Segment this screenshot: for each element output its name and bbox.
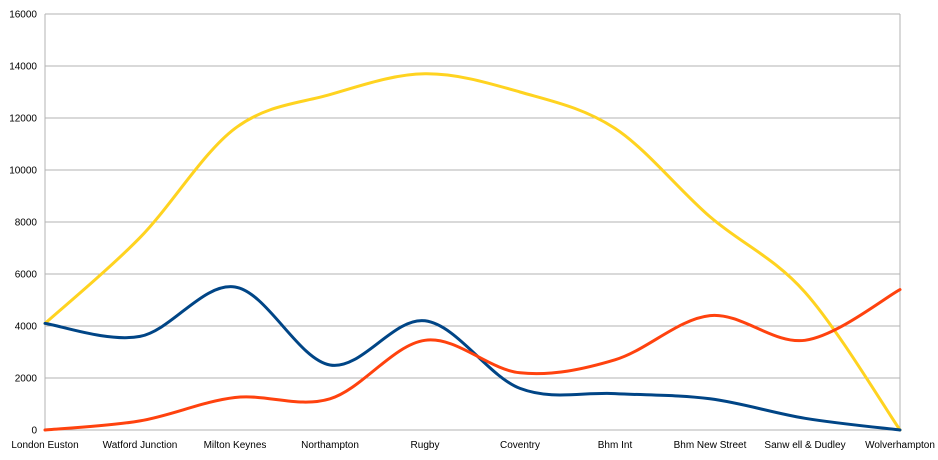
series-line-3 [43,288,902,432]
x-tick-label: Wolverhampton [865,440,935,451]
x-tick-label: Milton Keynes [204,440,267,451]
y-tick-label: 12000 [9,114,37,125]
series-line-1 [43,72,902,432]
y-tick-label: 2000 [15,374,38,385]
series-line-2 [43,285,902,432]
x-tick-label: Coventry [500,440,540,451]
y-tick-label: 8000 [15,218,38,229]
y-tick-label: 0 [31,426,37,437]
y-tick-label: 6000 [15,270,38,281]
x-tick-label: Rugby [411,440,440,451]
y-tick-label: 10000 [9,166,37,177]
x-tick-label: London Euston [11,440,78,451]
y-axis-tick-labels: 0 2000 4000 6000 8000 10000 12000 14000 16000 [9,10,37,437]
series-lines [43,72,902,432]
y-tick-label: 16000 [9,10,37,21]
x-tick-label: Bhm Int [598,440,633,451]
gridlines [44,13,901,431]
x-tick-label: Sanw ell & Dudley [764,440,845,451]
x-tick-label: Watford Junction [103,440,178,451]
y-tick-label: 4000 [15,322,38,333]
y-tick-label: 14000 [9,62,37,73]
x-tick-label: Bhm New Street [674,440,747,451]
x-axis-tick-labels: London Euston Watford Junction Milton Keyn… [11,440,935,451]
x-tick-label: Northampton [301,440,359,451]
